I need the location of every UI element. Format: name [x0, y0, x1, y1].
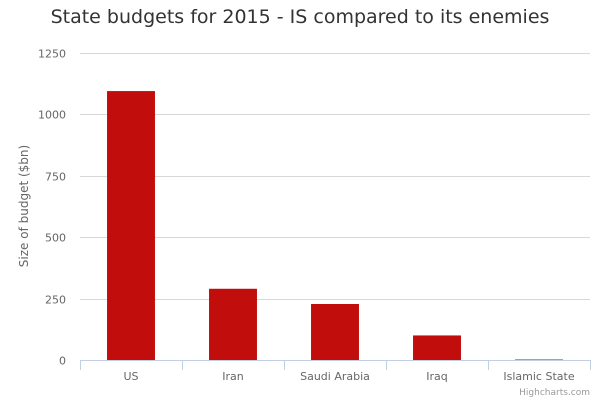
x-tick-label: Saudi Arabia — [300, 370, 370, 383]
y-tick-label: 1000 — [38, 109, 66, 122]
y-axis-tick-labels: 0 250 500 750 1000 1250 — [38, 48, 66, 368]
x-axis-tick-labels: US Iran Saudi Arabia Iraq Islamic State — [123, 370, 574, 383]
y-tick-label: 500 — [45, 232, 66, 245]
y-tick-label: 250 — [45, 294, 66, 307]
chart-title: State budgets for 2015 - IS compared to … — [50, 6, 550, 28]
y-tick-label: 750 — [45, 171, 66, 184]
x-tick-label: US — [123, 370, 138, 383]
credits-link[interactable]: Highcharts.com — [519, 388, 590, 398]
grid-lines — [80, 53, 590, 300]
x-tick-label: Iraq — [426, 370, 448, 383]
bar[interactable] — [209, 288, 257, 360]
y-tick-label: 0 — [59, 355, 66, 368]
y-axis-label: Size of budget ($bn) — [17, 145, 31, 267]
x-tick-label: Islamic State — [503, 370, 574, 383]
y-tick-label: 1250 — [38, 48, 66, 61]
bars — [107, 91, 563, 361]
x-axis — [80, 360, 591, 370]
bar[interactable] — [107, 91, 155, 361]
bar[interactable] — [311, 304, 359, 360]
bar[interactable] — [413, 335, 461, 360]
x-tick-label: Iran — [222, 370, 244, 383]
